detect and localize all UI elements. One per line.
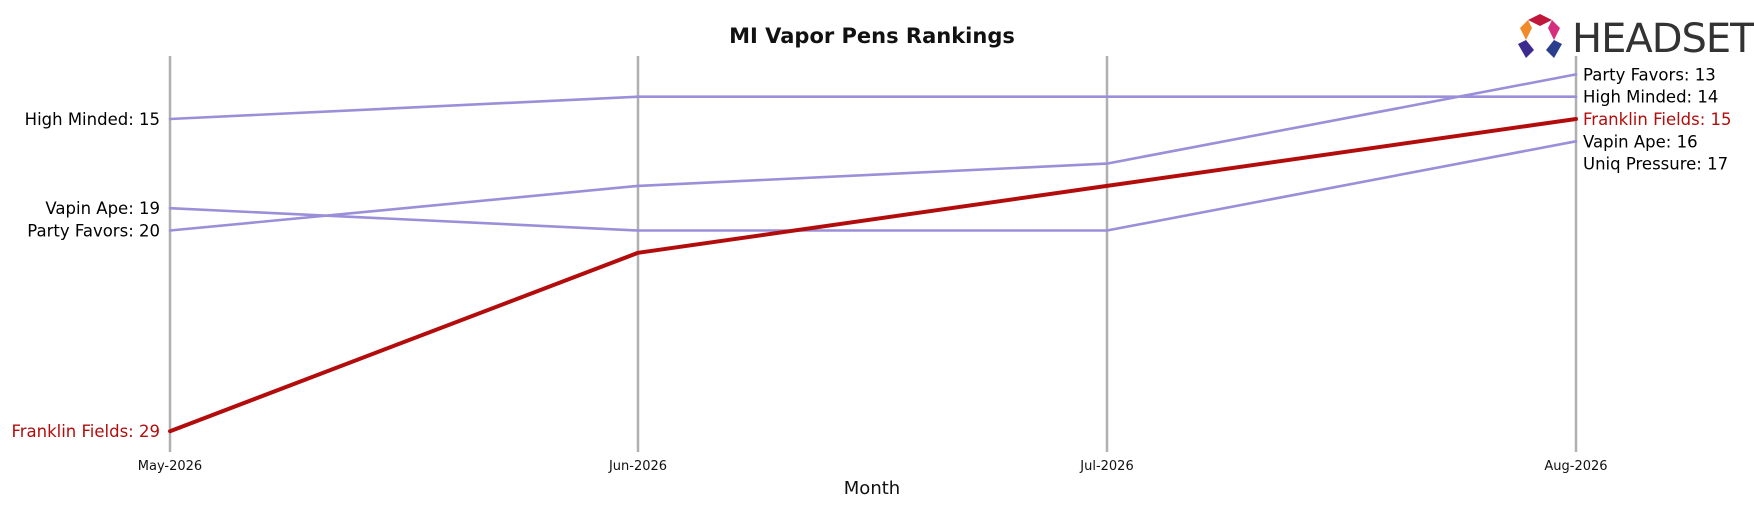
x-axis-label: Month — [844, 478, 900, 499]
start-label-high-minded: High Minded: 15 — [25, 110, 160, 129]
end-label-vapin-ape: Vapin Ape: 16 — [1583, 132, 1698, 151]
x-tick-labels: May-2026 Jun-2026 Jul-2026 Aug-2026 — [138, 459, 1608, 474]
vertical-gridlines — [168, 56, 1578, 452]
start-label-party-favors: Party Favors: 20 — [27, 222, 160, 241]
end-label-party-favors: Party Favors: 13 — [1583, 65, 1716, 84]
chart-title: MI Vapor Pens Rankings — [729, 24, 1015, 48]
headset-logo: HEADSET — [1518, 14, 1754, 62]
x-tick-jul-2026: Jul-2026 — [1079, 459, 1133, 474]
start-label-vapin-ape: Vapin Ape: 19 — [45, 199, 160, 218]
headset-logo-text: HEADSET — [1572, 16, 1754, 62]
series-line-high-minded — [168, 95, 1578, 121]
end-labels: Party Favors: 13 High Minded: 14 Franklin … — [1583, 65, 1732, 173]
x-tick-jun-2026: Jun-2026 — [608, 459, 667, 474]
series-lines — [168, 73, 1578, 434]
end-label-uniq-pressure: Uniq Pressure: 17 — [1583, 155, 1728, 174]
end-label-franklin-fields: Franklin Fields: 15 — [1583, 110, 1732, 129]
series-line-franklin-fields — [168, 117, 1578, 434]
series-line-party-favors — [168, 73, 1578, 232]
start-labels: High Minded: 15 Vapin Ape: 19 Party Favors… — [11, 110, 160, 441]
x-tick-may-2026: May-2026 — [138, 459, 202, 474]
start-label-franklin-fields: Franklin Fields: 29 — [11, 422, 160, 441]
series-line-vapin-ape — [168, 140, 1578, 232]
headset-logo-icon — [1518, 14, 1562, 58]
end-label-high-minded: High Minded: 14 — [1583, 88, 1718, 107]
x-tick-aug-2026: Aug-2026 — [1544, 459, 1607, 474]
